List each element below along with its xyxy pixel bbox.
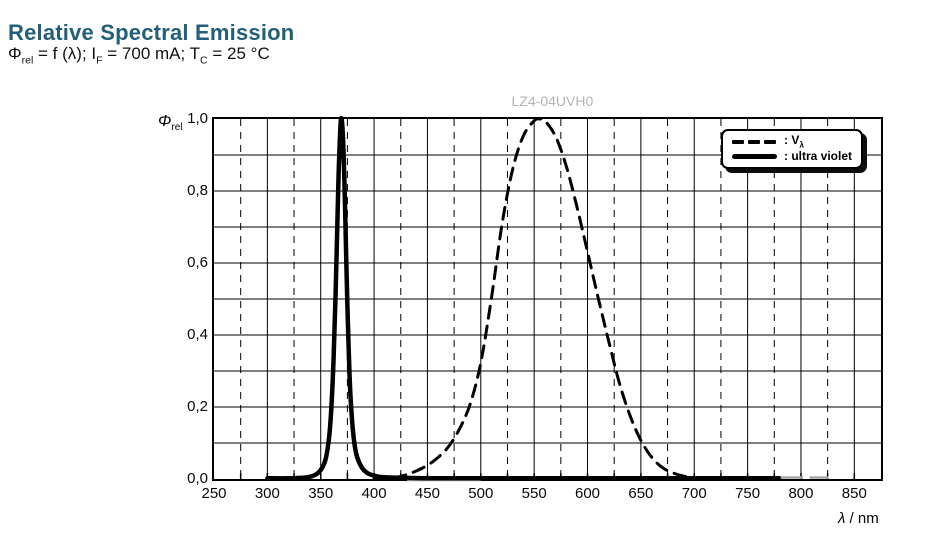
x-tick-label: 650 <box>628 485 654 502</box>
x-tick-label: 400 <box>361 485 387 502</box>
y-tick-label: 1,0 <box>187 110 208 127</box>
chart-title: Relative Spectral Emission <box>8 19 295 45</box>
y-axis-label: Φrel <box>158 113 183 134</box>
plot-area: LZ4-04UVH0 Φrel λ / nm : Vλ : ultra viol… <box>158 93 883 527</box>
x-tick-label: 850 <box>841 485 867 502</box>
legend-item-ultra-violet: : ultra violet <box>732 149 857 163</box>
legend-item-v-lambda: : Vλ <box>732 133 857 150</box>
chart-subtitle: Φrel = f (λ); IF = 700 mA; TC = 25 °C <box>8 44 270 67</box>
curve-ultra-violet <box>265 115 782 481</box>
x-tick-label: 250 <box>201 485 227 502</box>
x-tick-label: 450 <box>414 485 440 502</box>
dashed-line-sample-icon <box>732 139 777 144</box>
x-tick-label: 700 <box>681 485 707 502</box>
x-tick-label: 600 <box>575 485 601 502</box>
solid-line-sample-icon <box>732 153 777 159</box>
x-tick-label: 300 <box>254 485 280 502</box>
y-tick-label: 0,2 <box>187 398 208 415</box>
x-tick-label: 750 <box>735 485 761 502</box>
x-tick-label: 550 <box>521 485 547 502</box>
curve-v-lambda <box>372 117 707 481</box>
y-tick-label: 0,6 <box>187 254 208 271</box>
x-tick-label: 350 <box>308 485 334 502</box>
x-tick-label: 800 <box>788 485 814 502</box>
y-tick-label: 0,8 <box>187 182 208 199</box>
chart-canvas <box>214 115 881 482</box>
x-tick-label: 500 <box>468 485 494 502</box>
x-axis-label: λ / nm <box>838 510 879 527</box>
y-tick-label: 0,4 <box>187 326 208 343</box>
legend-label-v-lambda: : Vλ <box>784 133 805 150</box>
legend: : Vλ : ultra violet <box>721 129 863 169</box>
watermark-part-number: LZ4-04UVH0 <box>511 93 594 109</box>
legend-label-ultra-violet: : ultra violet <box>784 149 853 164</box>
y-tick-label: 0,0 <box>187 470 208 487</box>
